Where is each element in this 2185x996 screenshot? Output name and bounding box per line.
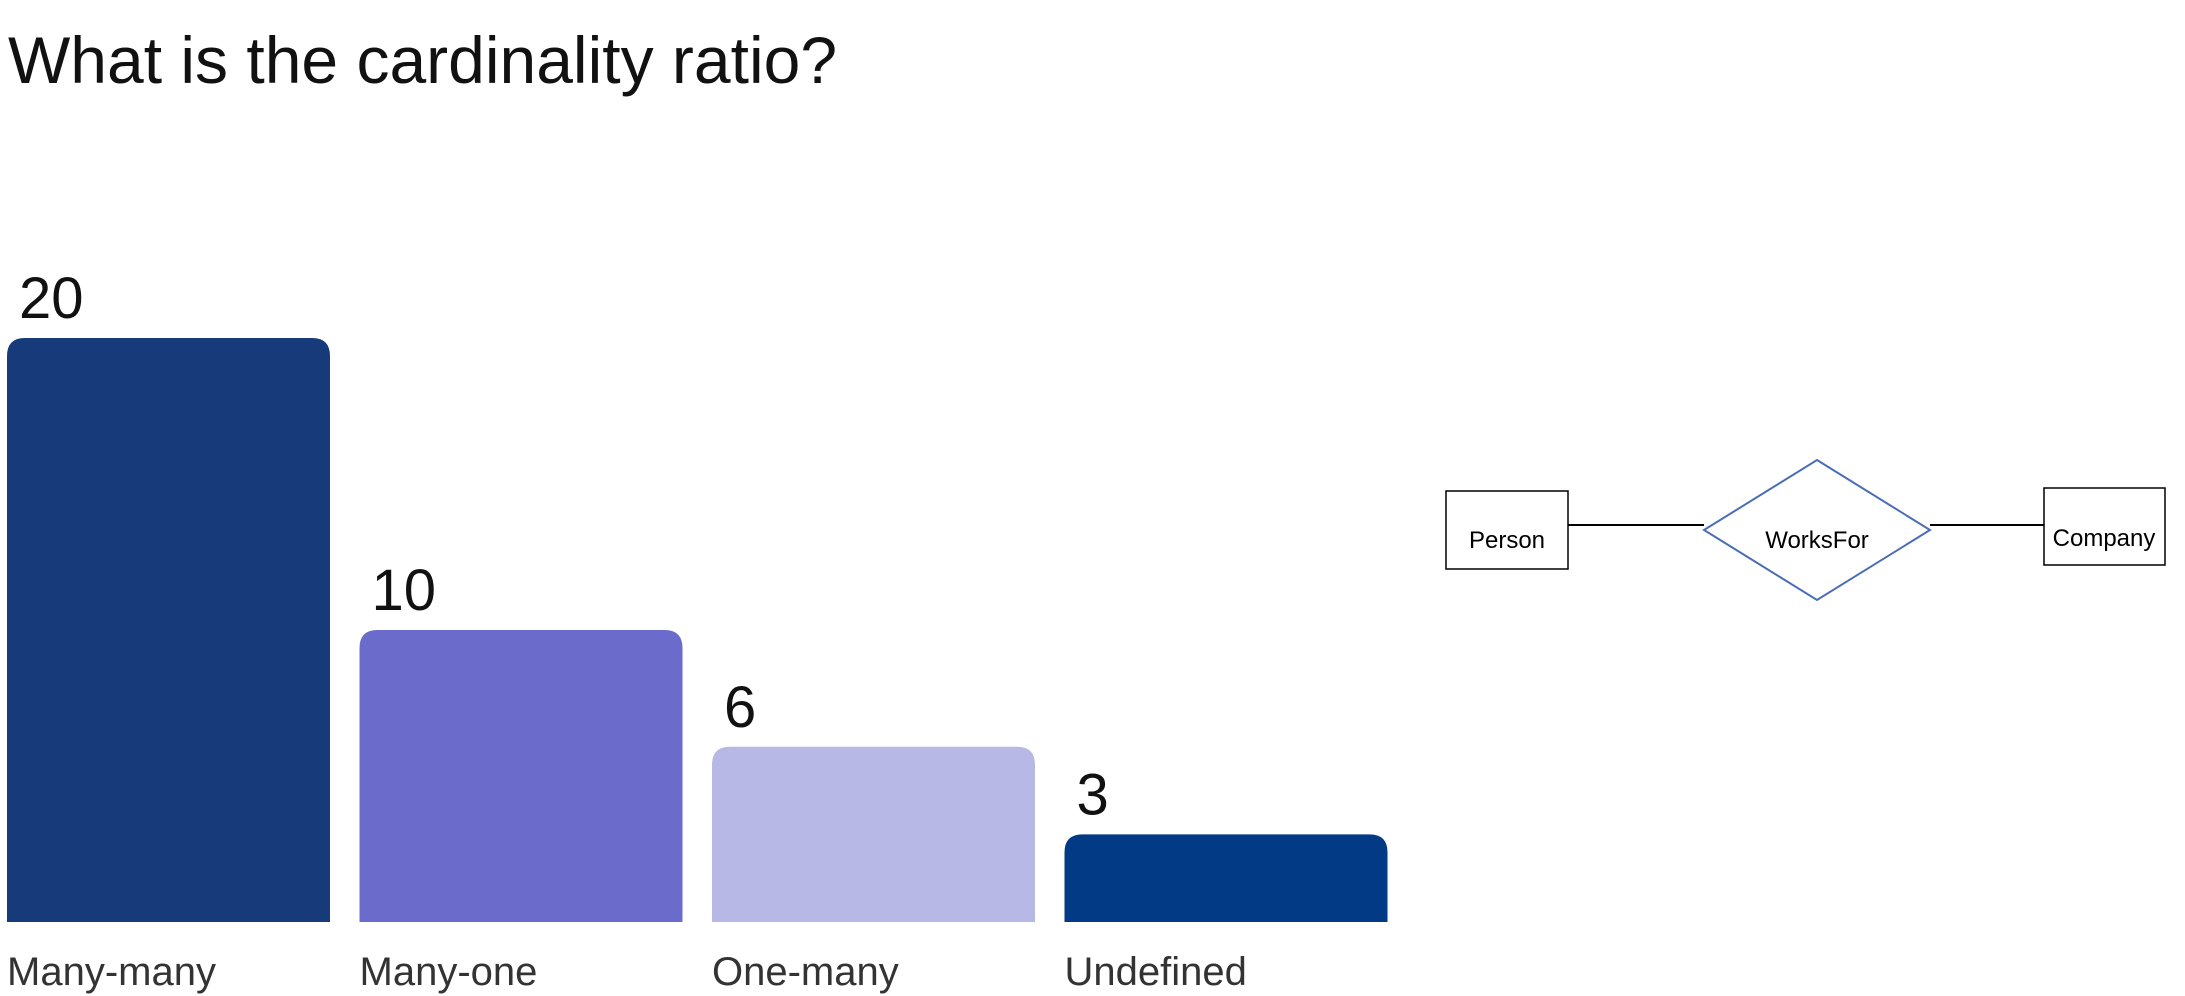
bar-one-many [712, 746, 1035, 922]
bar-many-one [359, 630, 683, 922]
results-bar-chart: 20 Many-many 10 Many-one 6 One-many 3 Undefined [7, 266, 1388, 994]
value-label: 10 [372, 558, 437, 623]
category-label: Many-one [360, 950, 538, 994]
category-label: Many-many [7, 950, 216, 994]
relationship-label: WorksFor [1765, 527, 1869, 554]
value-label: 20 [19, 266, 84, 331]
bar-many-many [7, 338, 330, 922]
category-label: Undefined [1065, 950, 1247, 994]
category-label: One-many [712, 950, 899, 994]
entity-box-company [2043, 487, 2166, 566]
relationship-diamond [1702, 458, 1932, 602]
value-label: 6 [724, 675, 756, 740]
question-title: What is the cardinality ratio? [8, 23, 838, 97]
value-label: 3 [1077, 762, 1109, 827]
bar-undefined [1064, 834, 1388, 922]
entity-label-company: Company [2053, 525, 2156, 552]
entity-label-person: Person [1469, 527, 1545, 554]
entity-box-person [1445, 490, 1569, 570]
